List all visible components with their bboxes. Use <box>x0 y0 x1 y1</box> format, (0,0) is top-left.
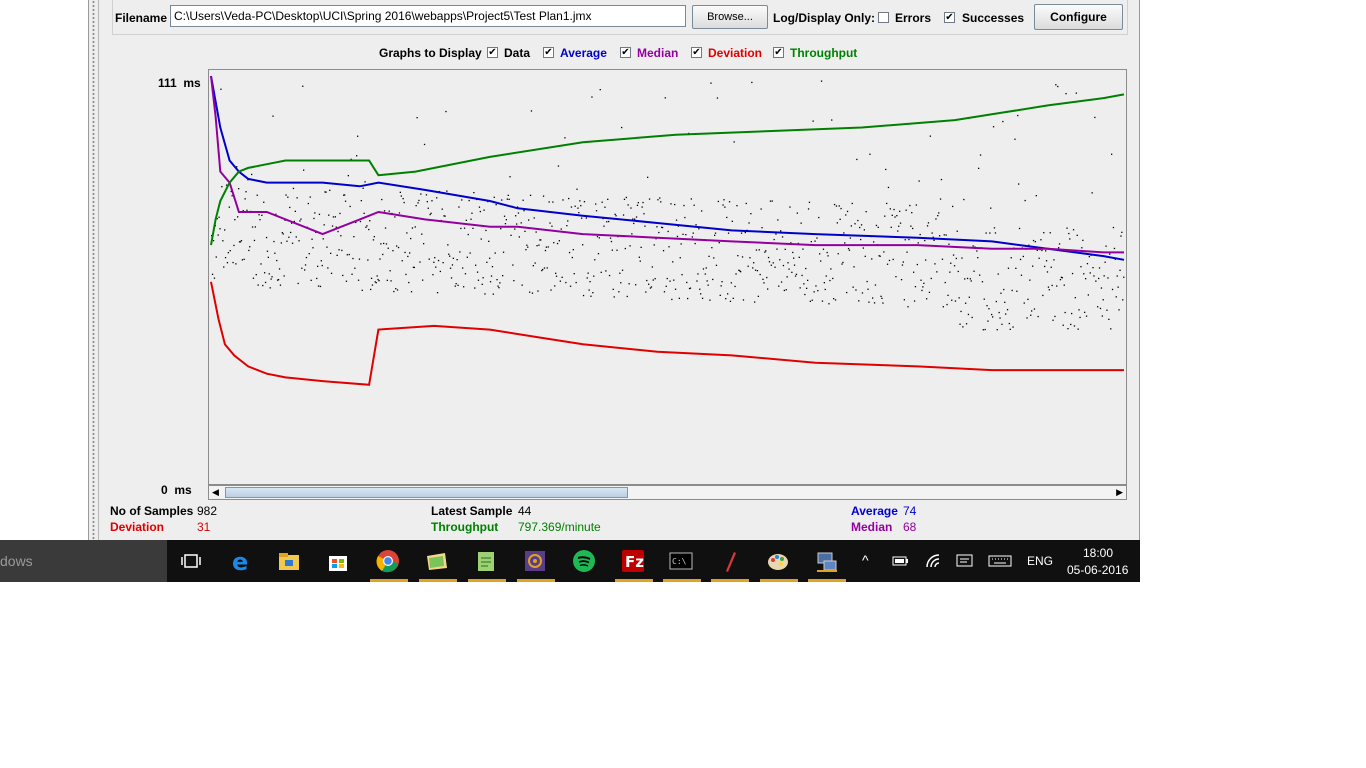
taskbar: dows e Fz C:\ <box>0 540 1140 582</box>
graphs-to-display-label: Graphs to Display <box>379 46 482 60</box>
y-max-label: 111 ms <box>158 76 201 90</box>
data-points <box>211 80 1125 331</box>
file-explorer-icon[interactable] <box>276 548 302 574</box>
setup-active-indicator <box>517 579 555 582</box>
deviation-stat-label: Deviation <box>110 520 165 534</box>
successes-checkbox[interactable]: ✔ <box>944 12 955 23</box>
median-stat-label: Median <box>851 520 893 534</box>
svg-text:e: e <box>232 549 248 573</box>
svg-text:C:\: C:\ <box>672 557 687 566</box>
throughput-stat-value: 797.369/minute <box>518 520 601 534</box>
task-view-icon[interactable] <box>178 548 204 574</box>
browse-button[interactable]: Browse... <box>692 5 768 29</box>
average-option-label: Average <box>560 46 607 60</box>
scroll-left-icon[interactable]: ◀ <box>212 487 219 497</box>
y-min-label: 0 ms <box>161 483 192 497</box>
pen-active-indicator <box>711 579 749 582</box>
filezilla-icon[interactable]: Fz <box>620 548 646 574</box>
throughput-option-label: Throughput <box>790 46 858 60</box>
average-stat-value: 74 <box>903 504 917 518</box>
filename-field[interactable]: C:\Users\Veda-PC\Desktop\UCI\Spring 2016… <box>170 5 686 27</box>
store-icon[interactable] <box>325 548 351 574</box>
panel-splitter[interactable] <box>89 0 99 540</box>
terminal-icon[interactable]: C:\ <box>668 548 694 574</box>
clock-date[interactable]: 05-06-2016 <box>1067 563 1129 577</box>
notepad-icon[interactable] <box>473 548 499 574</box>
throughput-checkbox[interactable]: ✔ <box>773 47 784 58</box>
paint-icon[interactable] <box>765 548 791 574</box>
folder-icon[interactable] <box>424 548 450 574</box>
data-option-label: Data <box>504 46 531 60</box>
throughput-stat-label: Throughput <box>431 520 499 534</box>
median-option-label: Median <box>637 46 679 60</box>
terminal-active-indicator <box>663 579 701 582</box>
graph-plot <box>210 75 1125 386</box>
clock-time[interactable]: 18:00 <box>1083 546 1114 560</box>
filename-label: Filename <box>115 11 168 25</box>
language-indicator[interactable]: ENG <box>1027 554 1054 568</box>
chrome-icon[interactable] <box>375 548 401 574</box>
median-checkbox[interactable]: ✔ <box>620 47 631 58</box>
wifi-icon[interactable] <box>925 553 943 572</box>
log-display-label: Log/Display Only: <box>773 11 876 25</box>
data-checkbox[interactable]: ✔ <box>487 47 498 58</box>
file-row <box>112 0 1128 35</box>
filezilla-active-indicator <box>615 579 653 582</box>
taskbar-search-box[interactable]: dows <box>0 540 167 582</box>
network-icon[interactable] <box>814 548 840 574</box>
samples-value: 982 <box>197 504 218 518</box>
keyboard-icon[interactable] <box>988 555 1012 570</box>
deviation-stat-value: 31 <box>197 520 211 534</box>
average-stat-label: Average <box>851 504 898 518</box>
paint-active-indicator <box>760 579 798 582</box>
deviation-option-label: Deviation <box>708 46 763 60</box>
average-line <box>210 75 1125 261</box>
latest-sample-label: Latest Sample <box>431 504 513 518</box>
deviation-line <box>210 281 1124 386</box>
median-line <box>210 75 1124 254</box>
latest-sample-value: 44 <box>518 504 532 518</box>
successes-label: Successes <box>962 11 1025 25</box>
search-text: dows <box>0 553 33 569</box>
setup-icon[interactable] <box>522 548 548 574</box>
edge-icon[interactable]: e <box>228 548 254 574</box>
errors-checkbox[interactable] <box>878 12 889 23</box>
graph-horizontal-scrollbar[interactable]: ◀ ▶ <box>208 485 1127 500</box>
configure-button[interactable]: Configure <box>1034 4 1123 30</box>
throughput-line <box>210 93 1125 246</box>
chevron-up-icon[interactable]: ^ <box>862 552 869 568</box>
graph-canvas <box>208 69 1127 485</box>
scrollbar-thumb[interactable] <box>225 487 628 498</box>
folder-active-indicator <box>419 579 457 582</box>
notepad-active-indicator <box>468 579 506 582</box>
errors-label: Errors <box>895 11 932 25</box>
pen-icon[interactable] <box>717 548 743 574</box>
svg-text:Fz: Fz <box>625 553 644 571</box>
spotify-icon[interactable] <box>571 548 597 574</box>
network-active-indicator <box>808 579 846 582</box>
median-stat-value: 68 <box>903 520 917 534</box>
samples-label: No of Samples <box>110 504 194 518</box>
left-tree-panel <box>0 0 89 540</box>
deviation-checkbox[interactable]: ✔ <box>691 47 702 58</box>
chrome-active-indicator <box>370 579 408 582</box>
battery-icon[interactable] <box>892 555 910 570</box>
average-checkbox[interactable]: ✔ <box>543 47 554 58</box>
action-center-icon[interactable] <box>956 553 974 572</box>
scroll-right-icon[interactable]: ▶ <box>1116 487 1123 497</box>
